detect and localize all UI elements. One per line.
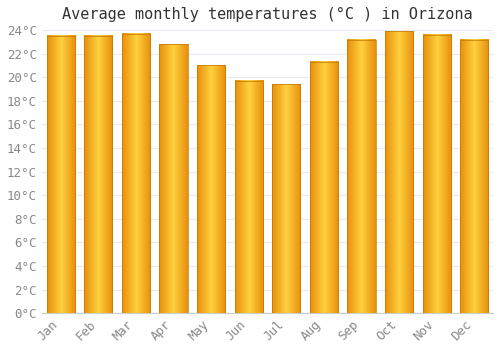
Bar [348, 40, 376, 313]
Bar [84, 36, 112, 313]
Title: Average monthly temperatures (°C ) in Orizona: Average monthly temperatures (°C ) in Or… [62, 7, 472, 22]
Bar [234, 81, 262, 313]
Bar [197, 65, 225, 313]
Bar [310, 62, 338, 313]
Bar [460, 40, 488, 313]
Bar [385, 31, 413, 313]
Bar [122, 34, 150, 313]
Bar [272, 84, 300, 313]
Bar [46, 36, 74, 313]
Bar [422, 35, 451, 313]
Bar [160, 44, 188, 313]
